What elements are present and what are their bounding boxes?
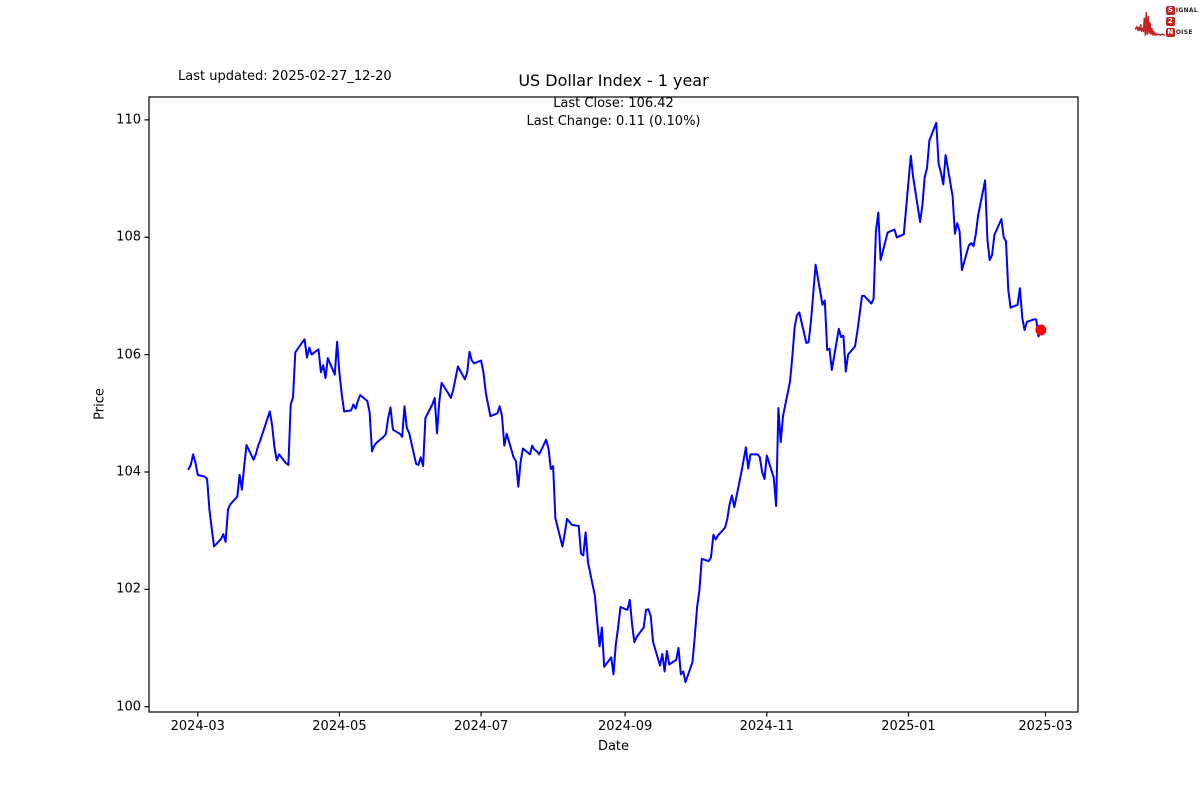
logo-rest-ignal: IGNAL	[1175, 6, 1198, 14]
logo-text: S IGNAL 2 N OISE	[1165, 5, 1198, 37]
x-tick-label: 2024-07	[453, 719, 509, 734]
logo-rest-oise: OISE	[1175, 28, 1193, 36]
y-tick-label: 104	[116, 464, 141, 480]
x-tick-label: 2024-11	[739, 719, 794, 734]
logo-row-noise: N OISE	[1165, 27, 1198, 37]
waveform-icon	[1134, 11, 1165, 36]
x-tick-label: 2024-03	[170, 719, 225, 734]
x-tick-label: 2024-05	[312, 719, 367, 734]
logo-box-2: 2	[1165, 16, 1175, 26]
chart-title: US Dollar Index - 1 year	[518, 71, 709, 90]
y-tick-label: 100	[116, 699, 141, 715]
axes-frame	[148, 96, 1079, 713]
y-axis-label: Price	[92, 388, 108, 420]
last-updated-text: Last updated: 2025-02-27_12-20	[178, 69, 392, 84]
y-tick-label: 106	[116, 347, 141, 363]
y-tick-label: 108	[116, 229, 141, 245]
x-axis-label: Date	[597, 739, 630, 754]
x-tick-label: 2025-03	[1018, 719, 1073, 734]
chart-subtitle-last-change: Last Change: 0.11 (0.10%)	[526, 114, 701, 129]
y-tick-label: 110	[116, 112, 141, 128]
logo-row-signal: S IGNAL	[1165, 5, 1198, 15]
y-tick-label: 102	[116, 581, 141, 597]
chart-subtitle-last-close: Last Close: 106.42	[553, 96, 674, 111]
signal2noise-logo: S IGNAL 2 N OISE	[1134, 3, 1198, 39]
x-tick-label: 2025-01	[881, 719, 936, 734]
logo-box-n: N	[1165, 27, 1175, 37]
last-price-marker	[1035, 324, 1047, 336]
x-tick-label: 2024-09	[597, 719, 653, 734]
price-line	[187, 121, 1042, 684]
logo-box-s: S	[1165, 5, 1175, 15]
logo-row-2: 2	[1165, 16, 1198, 26]
